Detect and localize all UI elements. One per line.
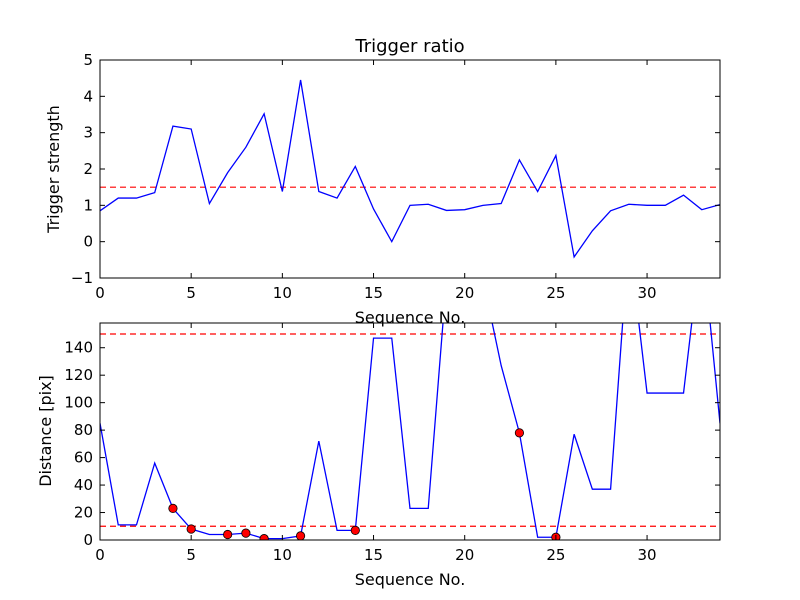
top-x-tick-label: 25 [546, 284, 565, 302]
bottom-y-ticks: 0 20 40 60 80 100 120 140 [64, 339, 720, 549]
top-x-axis-label: Sequence No. [355, 308, 466, 327]
bottom-x-tick-label: 0 [95, 546, 105, 564]
bottom-marker-point [168, 503, 178, 514]
bottom-y-tick-label: 80 [74, 421, 93, 439]
top-x-tick-label: 5 [186, 284, 196, 302]
bottom-x-tick-label: 5 [186, 546, 196, 564]
top-y-tick-label: 2 [83, 160, 93, 178]
top-x-tick-label: 0 [95, 284, 105, 302]
top-chart-title: Trigger ratio [354, 36, 464, 57]
bottom-marker-point [514, 428, 525, 438]
top-y-tick-label: 4 [83, 87, 93, 105]
top-series-line [100, 79, 720, 259]
bottom-x-ticks: 0 5 10 15 20 25 30 [95, 323, 657, 564]
bottom-x-tick-label: 10 [273, 546, 292, 564]
top-y-axis-label: Trigger strength [44, 105, 63, 234]
bottom-x-tick-label: 30 [638, 546, 657, 564]
bottom-y-tick-label: 100 [64, 394, 93, 412]
bottom-x-tick-label: 20 [455, 546, 474, 564]
top-plot-frame [99, 59, 721, 279]
bottom-x-axis-label: Sequence No. [355, 570, 466, 589]
top-y-tick-label: 5 [83, 51, 93, 69]
top-y-tick-label: 3 [83, 124, 93, 142]
top-y-tick-label: −1 [71, 269, 93, 287]
bottom-y-tick-label: 40 [74, 476, 93, 494]
bottom-series-line [100, 323, 720, 540]
bottom-y-axis-label: Distance [pix] [36, 375, 55, 487]
bottom-markers [168, 428, 561, 540]
bottom-y-tick-label: 120 [64, 366, 93, 384]
top-x-ticks: 0 5 10 15 20 25 30 [95, 60, 657, 302]
bottom-y-tick-label: 60 [74, 449, 93, 467]
bottom-marker-point [241, 528, 251, 538]
top-y-ticks: −1 0 1 2 3 4 5 [71, 51, 720, 287]
top-y-tick-label: 0 [83, 233, 93, 251]
bottom-y-tick-label: 20 [74, 504, 93, 522]
bottom-marker-point [186, 524, 196, 534]
bottom-marker-point [350, 525, 360, 535]
bottom-x-tick-label: 25 [546, 546, 565, 564]
bottom-y-tick-label: 0 [83, 531, 93, 549]
top-x-tick-label: 15 [364, 284, 383, 302]
bottom-marker-point [259, 534, 269, 540]
top-x-tick-label: 20 [455, 284, 474, 302]
bottom-plot-frame [99, 322, 721, 541]
bottom-axes: 0 5 10 15 20 25 30 0 20 40 60 80 100 120 140 Sequence… [36, 322, 721, 589]
top-y-tick-label: 1 [83, 196, 93, 214]
top-x-tick-label: 30 [638, 284, 657, 302]
bottom-y-tick-label: 140 [64, 339, 93, 357]
top-x-tick-label: 10 [273, 284, 292, 302]
bottom-marker-point [223, 529, 233, 540]
bottom-marker-point [295, 531, 306, 540]
bottom-x-tick-label: 15 [364, 546, 383, 564]
bottom-threshold-lines [100, 333, 720, 527]
